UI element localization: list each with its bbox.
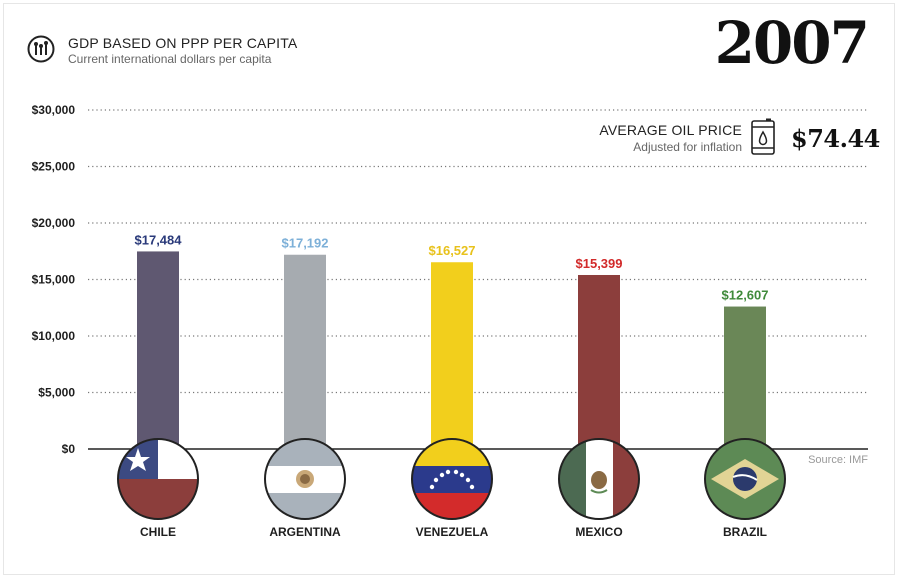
chart-subtitle: Current international dollars per capita	[68, 52, 272, 66]
category-label-venezuela: VENEZUELA	[416, 525, 489, 539]
y-tick-label: $30,000	[32, 103, 76, 117]
y-tick-label: $20,000	[32, 216, 76, 230]
source-note: Source: IMF	[808, 454, 868, 466]
chart-title: GDP BASED ON PPP PER CAPITA	[68, 35, 298, 51]
year-label: 2007	[714, 9, 870, 77]
oil-price-label: AVERAGE OIL PRICE	[599, 122, 742, 138]
oil-barrel-icon	[751, 118, 775, 155]
flag-venezuela-icon	[411, 438, 493, 520]
y-tick-label: $0	[62, 442, 76, 456]
value-label-brazil: $12,607	[722, 288, 769, 303]
value-label-chile: $17,484	[135, 232, 183, 247]
y-tick-label: $5,000	[38, 386, 75, 400]
value-label-argentina: $17,192	[282, 236, 329, 251]
y-tick-label: $10,000	[32, 329, 76, 343]
chart-frame	[3, 3, 895, 575]
category-label-argentina: ARGENTINA	[269, 525, 341, 539]
category-label-chile: CHILE	[140, 525, 176, 539]
oil-price-value: $74.44	[791, 124, 880, 153]
flag-brazil-icon	[704, 438, 786, 520]
category-label-brazil: BRAZIL	[723, 525, 767, 539]
category-label-mexico: MEXICO	[575, 525, 622, 539]
ppp-icon	[27, 35, 55, 63]
y-tick-label: $15,000	[32, 273, 76, 287]
y-tick-label: $25,000	[32, 160, 76, 174]
flag-chile-icon	[117, 438, 199, 520]
bar-brazil	[724, 306, 766, 449]
bar-venezuela	[431, 262, 473, 449]
value-label-venezuela: $16,527	[429, 243, 476, 258]
value-label-mexico: $15,399	[576, 256, 623, 271]
flag-argentina-icon	[264, 438, 346, 520]
flag-mexico-icon	[558, 438, 640, 520]
bar-argentina	[284, 254, 326, 449]
bar-mexico	[578, 274, 620, 449]
oil-price-sublabel: Adjusted for inflation	[633, 140, 742, 154]
bar-chile	[137, 251, 179, 449]
